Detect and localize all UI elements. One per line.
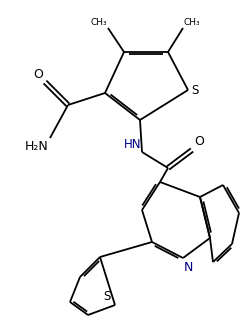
Text: S: S [191,84,198,96]
Text: CH₃: CH₃ [184,18,201,27]
Text: H₂N: H₂N [24,140,48,153]
Text: HN: HN [124,138,141,151]
Text: S: S [104,290,111,303]
Text: CH₃: CH₃ [90,18,107,27]
Text: O: O [33,68,43,81]
Text: O: O [194,135,204,148]
Text: N: N [184,261,193,274]
